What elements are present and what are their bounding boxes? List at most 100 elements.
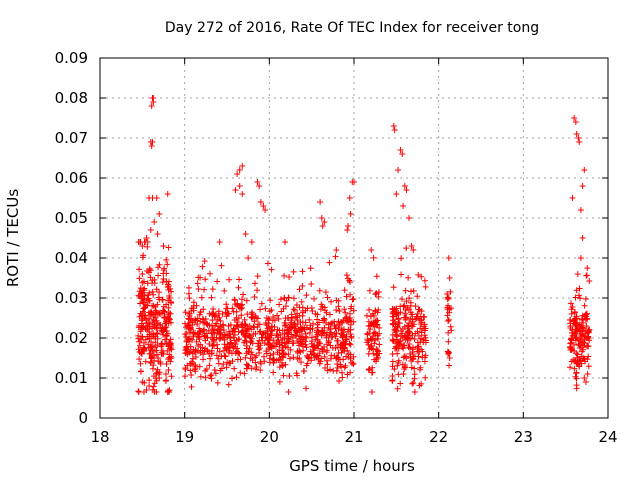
data-point [403,314,410,321]
data-point [298,298,305,305]
x-tick-label: 23 [514,428,533,446]
data-point [577,207,584,213]
data-point [187,367,194,374]
data-point [144,295,151,302]
data-point [293,314,300,321]
data-point [313,333,320,340]
data-point [218,353,225,360]
data-point [192,347,199,354]
data-point [142,303,149,310]
data-point [160,275,167,282]
data-point [389,358,396,365]
data-point [242,231,249,237]
data-point [224,359,231,366]
data-point [343,293,350,300]
data-point [369,333,376,340]
data-point [147,347,154,354]
data-point [299,308,306,315]
data-point [333,354,340,361]
data-point [287,323,294,330]
data-point [321,353,328,360]
data-point [160,243,167,249]
data-point [348,303,355,310]
data-point [211,366,218,373]
data-point [321,219,328,225]
data-point [585,343,592,350]
data-point [166,351,173,358]
data-point [337,361,344,368]
data-point [249,351,256,358]
data-point [321,330,328,337]
y-tick-label: 0 [78,409,88,427]
data-point [402,333,409,340]
data-point [403,353,410,360]
data-point [162,324,169,331]
y-tick-labels: 0 0.01 0.02 0.03 0.04 0.05 0.06 0.07 0.08 0.09 [55,49,88,427]
data-point [267,297,274,304]
data-point [394,350,401,357]
data-point [326,311,333,318]
data-point [140,252,147,259]
data-point [254,324,261,331]
data-point [394,332,401,339]
data-point [345,318,352,325]
data-point [366,306,373,313]
x-tick-label: 18 [90,428,109,446]
chart-title: Day 272 of 2016, Rate Of TEC Index for r… [165,20,539,36]
data-point [572,294,579,301]
data-point [579,183,586,189]
data-point [445,329,452,336]
data-point [136,275,143,282]
data-point [166,294,173,301]
data-point [273,330,280,337]
data-point [209,317,216,324]
data-point [137,368,144,375]
data-point [155,272,162,279]
data-point [292,313,299,320]
data-point [351,179,357,185]
data-point [404,322,411,329]
data-point [422,334,429,341]
data-point [289,334,296,341]
data-point [325,321,332,328]
data-point [415,271,422,278]
data-point [225,323,232,330]
data-point [212,312,219,319]
data-point [399,296,406,303]
data-point [319,223,326,229]
data-point [446,355,453,361]
data-point [135,332,142,339]
data-point [214,345,221,352]
data-point [251,318,258,325]
data-point [328,298,335,305]
data-point [282,315,289,322]
data-point [397,303,404,310]
data-point [579,312,586,319]
data-point [364,336,371,343]
y-tick-label: 0.02 [55,329,88,347]
data-point [185,284,192,291]
data-point [160,270,167,277]
data-point [307,348,314,355]
data-point [338,341,345,348]
data-point [343,353,350,360]
data-point [376,324,383,331]
data-point [257,367,264,374]
data-point [165,304,172,311]
data-point [291,306,298,313]
data-point [399,325,406,332]
data-point [165,311,172,318]
x-tick-label: 21 [344,428,363,446]
data-point [575,135,582,141]
data-point [200,351,207,358]
data-point [222,309,229,316]
data-point [583,272,590,279]
data-point [146,289,153,296]
data-point [316,360,323,367]
data-point [375,354,382,361]
data-point [206,350,213,357]
data-point [238,296,245,303]
data-point [233,337,240,344]
data-point [314,324,321,331]
data-point [196,311,203,318]
